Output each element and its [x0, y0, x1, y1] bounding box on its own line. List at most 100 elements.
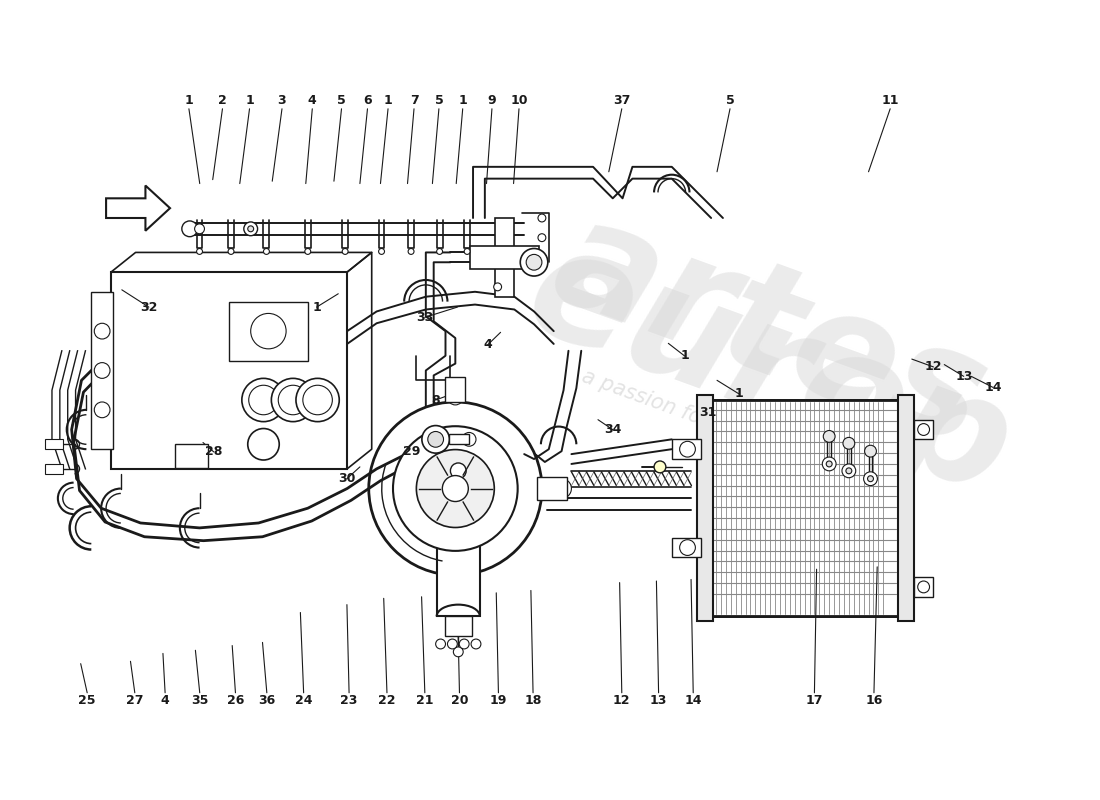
Text: 14: 14 — [684, 694, 702, 707]
Circle shape — [417, 450, 494, 527]
Text: 14: 14 — [984, 381, 1002, 394]
Circle shape — [437, 249, 442, 254]
Text: 26: 26 — [227, 694, 244, 707]
Circle shape — [823, 430, 835, 442]
Text: 19: 19 — [490, 694, 507, 707]
Text: 37: 37 — [613, 94, 630, 107]
Circle shape — [422, 426, 450, 453]
Bar — [450, 434, 469, 444]
Circle shape — [305, 249, 310, 254]
Bar — [229, 302, 308, 361]
Circle shape — [248, 429, 279, 460]
Text: artes: artes — [535, 185, 1005, 478]
Bar — [446, 378, 465, 402]
Text: 1: 1 — [459, 94, 468, 107]
Circle shape — [428, 431, 443, 447]
Text: 21: 21 — [416, 694, 433, 707]
Bar — [175, 444, 208, 468]
Bar — [450, 471, 466, 498]
Circle shape — [251, 314, 286, 349]
Bar — [898, 395, 914, 622]
Text: 20: 20 — [451, 694, 469, 707]
Bar — [91, 292, 113, 449]
Circle shape — [248, 226, 254, 232]
Text: 9: 9 — [487, 94, 496, 107]
Circle shape — [393, 426, 518, 551]
Text: 36: 36 — [258, 694, 275, 707]
Circle shape — [95, 323, 110, 339]
Bar — [672, 538, 702, 558]
Text: 12: 12 — [613, 694, 630, 707]
Circle shape — [538, 214, 546, 222]
Circle shape — [680, 442, 695, 457]
Bar — [444, 617, 472, 636]
Circle shape — [442, 475, 469, 502]
Bar — [45, 439, 63, 449]
Circle shape — [538, 234, 546, 242]
Circle shape — [494, 283, 502, 290]
Text: 5: 5 — [726, 94, 735, 107]
Circle shape — [520, 249, 548, 276]
Text: 29: 29 — [404, 446, 420, 458]
Circle shape — [917, 581, 930, 593]
Circle shape — [448, 639, 458, 649]
Circle shape — [342, 249, 348, 254]
Bar — [914, 420, 934, 439]
Bar — [711, 400, 898, 617]
Circle shape — [249, 386, 278, 414]
Circle shape — [460, 639, 469, 649]
Text: 16: 16 — [866, 694, 882, 707]
Circle shape — [462, 433, 476, 446]
Circle shape — [182, 221, 198, 237]
Circle shape — [95, 402, 110, 418]
Circle shape — [228, 249, 234, 254]
Text: 11: 11 — [881, 94, 899, 107]
Circle shape — [272, 378, 315, 422]
Text: 4: 4 — [308, 94, 317, 107]
Circle shape — [195, 224, 205, 234]
Text: 35: 35 — [191, 694, 208, 707]
Bar — [672, 439, 702, 459]
Text: europ: europ — [508, 214, 1032, 526]
Circle shape — [448, 389, 463, 405]
Text: 22: 22 — [378, 694, 396, 707]
Bar — [437, 498, 480, 617]
Circle shape — [552, 478, 571, 498]
Text: 13: 13 — [955, 370, 972, 383]
Circle shape — [843, 438, 855, 449]
Bar — [470, 246, 539, 269]
Text: 34: 34 — [604, 423, 622, 437]
Text: a passion for parts since 1985: a passion for parts since 1985 — [580, 366, 882, 493]
Circle shape — [264, 249, 270, 254]
Circle shape — [654, 461, 666, 473]
Text: 30: 30 — [338, 472, 355, 486]
Text: 1: 1 — [312, 301, 321, 314]
Text: 33: 33 — [416, 311, 433, 324]
Text: 18: 18 — [525, 694, 541, 707]
Polygon shape — [106, 186, 170, 230]
Text: 17: 17 — [805, 694, 823, 707]
Circle shape — [846, 468, 851, 474]
Circle shape — [95, 362, 110, 378]
Text: 1: 1 — [185, 94, 194, 107]
Circle shape — [464, 249, 470, 254]
Circle shape — [471, 639, 481, 649]
Circle shape — [408, 249, 414, 254]
Text: 28: 28 — [205, 446, 222, 458]
Text: 4: 4 — [483, 338, 492, 351]
Text: 5: 5 — [337, 94, 345, 107]
Circle shape — [865, 446, 877, 457]
Circle shape — [244, 222, 257, 236]
Circle shape — [526, 254, 542, 270]
Text: 4: 4 — [161, 694, 169, 707]
Bar — [537, 477, 566, 500]
Text: 1: 1 — [384, 94, 393, 107]
Bar — [111, 272, 348, 469]
Text: 31: 31 — [700, 406, 717, 419]
Text: 7: 7 — [409, 94, 418, 107]
Bar — [914, 577, 934, 597]
Text: 6: 6 — [363, 94, 372, 107]
Circle shape — [436, 639, 446, 649]
Circle shape — [242, 378, 285, 422]
Text: 12: 12 — [925, 361, 943, 374]
